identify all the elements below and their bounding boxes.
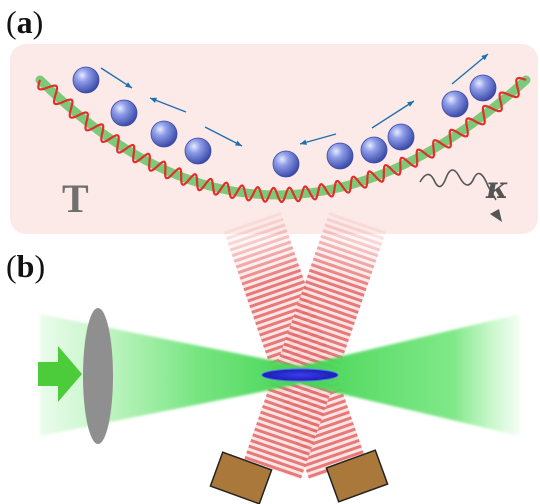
atom-icon	[150, 120, 178, 148]
atom-icon	[441, 90, 469, 118]
atom-icon	[469, 74, 497, 102]
atom-icon	[387, 123, 415, 151]
atom-icon	[326, 142, 354, 170]
mirror-left	[209, 451, 273, 504]
atom-icon	[360, 136, 388, 164]
wavy-arrow-head-icon	[490, 209, 502, 222]
motion-arrow-icon	[204, 126, 243, 147]
panel-b-label: (b)	[6, 248, 46, 284]
green-beam-right	[300, 314, 520, 436]
panel-a-background	[10, 44, 538, 234]
temperature-symbol: T	[62, 176, 89, 221]
decay-symbol: κ	[485, 171, 509, 206]
wavy-arrow-icon	[419, 169, 497, 201]
lens-icon	[83, 308, 113, 444]
motion-arrow-icon	[299, 133, 337, 145]
atoms-group	[72, 66, 497, 178]
input-arrow-icon	[38, 346, 82, 402]
atom-icon	[272, 150, 300, 178]
motion-arrow-icon	[371, 100, 415, 129]
atom-icon	[110, 99, 138, 127]
motion-arrow-icon	[149, 97, 187, 113]
mirror-right	[325, 449, 389, 503]
motion-arrow-icon	[451, 53, 489, 85]
red-beam-right	[244, 209, 388, 480]
panel-a-label: (a)	[6, 4, 44, 40]
motion-arrow-icon	[100, 67, 133, 89]
optical-lattice-wave	[37, 76, 527, 203]
atom-icon	[184, 137, 212, 165]
atom-icon	[72, 66, 100, 94]
motion-arrows-group	[100, 53, 489, 147]
atom-cloud	[261, 368, 339, 382]
